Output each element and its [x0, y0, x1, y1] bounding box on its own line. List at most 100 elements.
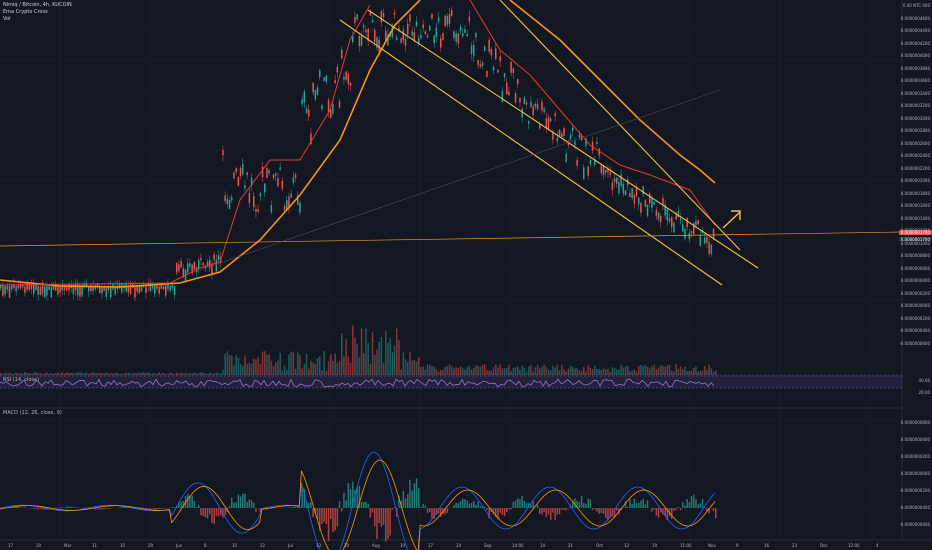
macd-histogram-bar	[684, 505, 686, 508]
volume-bar	[158, 372, 160, 375]
macd-histogram-bar	[572, 500, 574, 508]
macd-histogram-bar	[629, 499, 631, 508]
macd-histogram-bar	[70, 506, 72, 508]
volume-bar	[358, 357, 361, 375]
macd-histogram-bar	[528, 503, 530, 508]
volume-bar	[2, 373, 4, 375]
macd-histogram-bar	[589, 499, 592, 508]
volume-bar	[26, 372, 28, 375]
volume-bar	[48, 373, 50, 375]
macd-histogram-bar	[37, 508, 39, 510]
volume-bar	[710, 368, 713, 375]
macd-histogram-bar	[321, 508, 323, 524]
volume-bar	[222, 369, 224, 375]
volume-bar	[198, 373, 200, 375]
time-axis[interactable]: 17 20 Mar 11 15 29 Jun 8 15 22 Jul 13 20 Aug 10 17 24 Sep…	[0, 540, 902, 550]
volume-bar	[558, 370, 561, 375]
time-tick: 15	[120, 543, 126, 548]
volume-bar	[114, 372, 116, 375]
volume-bar	[585, 371, 587, 375]
macd-histogram-bar	[398, 495, 400, 508]
time-tick: Sep	[484, 543, 492, 548]
volume-bar	[530, 365, 532, 375]
macd-histogram-bar	[514, 500, 517, 508]
volume-bar	[169, 372, 171, 375]
volume-bar	[578, 369, 581, 375]
symbol-title[interactable]: Nimiq / Bitcoin, 4h, KUCOIN	[3, 2, 72, 8]
macd-histogram-bar	[74, 507, 77, 508]
macd-histogram-bar	[611, 508, 614, 517]
volume-bar	[490, 370, 493, 375]
macd-histogram-bar	[123, 506, 125, 508]
macd-histogram-bar	[187, 493, 189, 508]
volume-bar	[499, 364, 501, 375]
volume-bar	[495, 364, 497, 375]
macd-histogram-bar	[525, 503, 528, 508]
macd-histogram-bar	[627, 507, 629, 508]
volume-bar	[204, 373, 207, 375]
ema-slow-line-right	[509, 0, 716, 184]
macd-histogram-bar	[444, 508, 446, 515]
macd-histogram-bar	[96, 508, 99, 510]
volume-bar	[151, 373, 154, 375]
macd-histogram-bar	[319, 508, 321, 531]
volume-bar	[701, 370, 704, 375]
volume-bar	[297, 352, 299, 375]
volume-bar	[277, 360, 279, 375]
volume-bar	[330, 354, 332, 375]
macd-histogram-bar	[464, 499, 466, 508]
volume-bar	[671, 370, 673, 375]
volume-bar	[237, 357, 240, 375]
volume-bar	[607, 368, 609, 375]
volume-bar	[545, 366, 548, 375]
macd-histogram-bar	[609, 508, 611, 518]
price-tick: 0.0000004200	[900, 40, 930, 46]
volume-bar	[195, 373, 198, 375]
indicator-vol-label[interactable]: Vol	[3, 16, 11, 22]
macd-histogram-bar	[352, 481, 354, 508]
volume-bar	[554, 367, 556, 375]
macd-histogram-bar	[517, 498, 519, 508]
macd-histogram-bar	[605, 508, 607, 519]
macd-histogram-bar	[543, 508, 545, 513]
volume-bar	[66, 372, 68, 375]
macd-histogram-bar	[325, 508, 328, 524]
volume-bar	[389, 338, 391, 375]
macd-histogram-bar	[510, 508, 512, 510]
volume-bar	[257, 357, 259, 375]
macd-histogram-bar	[600, 508, 603, 513]
volume-bar	[708, 364, 710, 375]
volume-bar	[367, 343, 369, 375]
macd-histogram-bar	[327, 508, 330, 542]
indicator-ema-label[interactable]: Ema Crypto Cross	[3, 9, 48, 15]
volume-bar	[101, 372, 103, 375]
volume-bar	[123, 373, 125, 375]
macd-label[interactable]: MACD (12, 26, close, 9)	[3, 410, 62, 416]
macd-histogram-bar	[602, 508, 605, 514]
macd-histogram-bar	[530, 504, 532, 508]
rsi-label[interactable]: RSI (14, close)	[3, 377, 40, 383]
volume-bar	[68, 372, 70, 375]
volume-bar	[686, 370, 688, 375]
time-tick: 10	[400, 543, 406, 548]
macd-tick: 0.0000000600	[900, 420, 930, 425]
volume-bar	[341, 333, 343, 375]
macd-histogram-bar	[646, 500, 649, 508]
macd-histogram-bar	[682, 502, 684, 508]
volume-bar	[61, 372, 64, 375]
price-axis[interactable]: 0.00 NTC·000 0.0000004600 0.0000004400 0.00…	[899, 0, 932, 540]
macd-histogram-bar	[72, 506, 75, 508]
price-tick: 0.0000003000	[900, 115, 930, 121]
macd-histogram-bar	[193, 500, 196, 508]
volume-bar	[644, 364, 647, 375]
volume-bar	[429, 364, 431, 375]
volume-bar	[398, 339, 400, 375]
macd-histogram-bar	[151, 508, 154, 509]
volume-bar	[378, 341, 380, 375]
horizontal-support-line	[0, 231, 903, 247]
volume-bar	[684, 366, 686, 375]
volume-bar	[561, 364, 563, 375]
volume-bar	[279, 352, 281, 375]
volume-bar	[646, 366, 649, 375]
